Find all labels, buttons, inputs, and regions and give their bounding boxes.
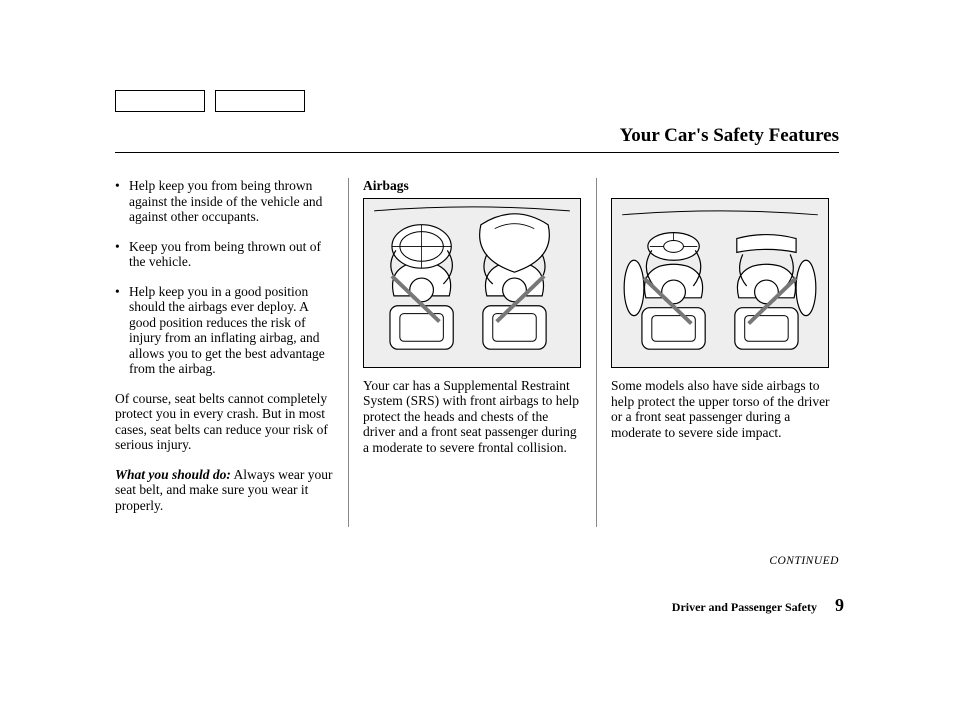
- bullet-text: Help keep you from being thrown against …: [129, 178, 322, 224]
- page-title: Your Car's Safety Features: [620, 125, 839, 147]
- spacer: [611, 178, 840, 198]
- front-airbag-illustration: [363, 198, 581, 368]
- front-airbag-paragraph: Your car has a Supplemental Restraint Sy…: [363, 378, 582, 456]
- nav-box-2[interactable]: [215, 90, 305, 112]
- nav-box-1[interactable]: [115, 90, 205, 112]
- header-rule: [115, 152, 839, 153]
- bullet-text: Help keep you in a good position should …: [129, 284, 325, 377]
- what-you-should-do-paragraph: What you should do: Always wear your sea…: [115, 467, 334, 514]
- top-nav-boxes: [115, 90, 305, 112]
- airbags-heading: Airbags: [363, 178, 582, 194]
- footer-section-label: Driver and Passenger Safety: [672, 600, 817, 615]
- bullet-item: Keep you from being thrown out of the ve…: [115, 239, 334, 270]
- page-footer: Driver and Passenger Safety 9: [672, 595, 844, 616]
- lead-phrase: What you should do:: [115, 467, 231, 482]
- column-3: Some models also have side airbags to he…: [596, 178, 840, 527]
- bullet-item: Help keep you from being thrown against …: [115, 178, 334, 225]
- continued-label: CONTINUED: [769, 555, 839, 567]
- seatbelt-bullet-list: Help keep you from being thrown against …: [115, 178, 334, 377]
- column-1: Help keep you from being thrown against …: [115, 178, 348, 527]
- bullet-text: Keep you from being thrown out of the ve…: [129, 239, 321, 270]
- column-2: Airbags: [348, 178, 596, 527]
- side-airbag-paragraph: Some models also have side airbags to he…: [611, 378, 840, 440]
- content-columns: Help keep you from being thrown against …: [115, 178, 840, 527]
- bullet-item: Help keep you in a good position should …: [115, 284, 334, 377]
- side-airbag-illustration: [611, 198, 829, 368]
- page: Your Car's Safety Features Help keep you…: [0, 0, 954, 710]
- page-number: 9: [835, 595, 844, 616]
- seatbelt-paragraph: Of course, seat belts cannot completely …: [115, 391, 334, 453]
